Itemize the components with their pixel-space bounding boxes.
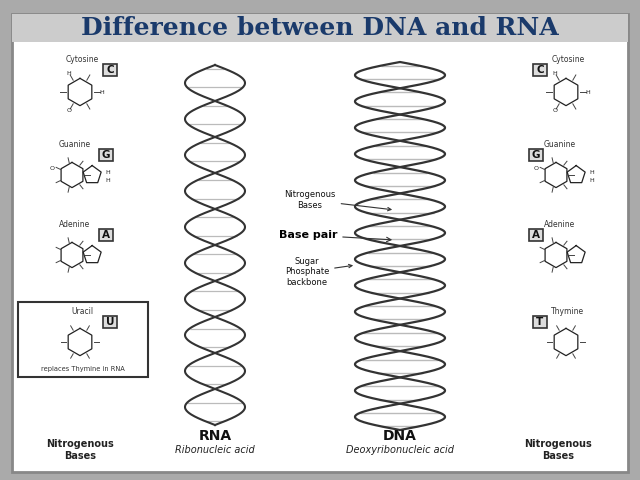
Bar bbox=[12, 14, 628, 42]
Bar bbox=[103, 316, 117, 328]
Text: Base pair: Base pair bbox=[279, 230, 391, 242]
Bar bbox=[533, 64, 547, 76]
Text: Sugar
Phosphate
backbone: Sugar Phosphate backbone bbox=[285, 257, 352, 287]
Bar bbox=[18, 302, 148, 377]
Bar bbox=[99, 149, 113, 161]
Text: replaces Thymine in RNA: replaces Thymine in RNA bbox=[41, 366, 125, 372]
Text: Cytosine: Cytosine bbox=[552, 55, 584, 64]
Text: H: H bbox=[585, 89, 590, 95]
Text: Nitrogenous
Bases: Nitrogenous Bases bbox=[46, 439, 114, 461]
Bar bbox=[533, 316, 547, 328]
Text: H: H bbox=[553, 71, 557, 76]
Text: O: O bbox=[67, 108, 72, 113]
Text: O: O bbox=[534, 166, 539, 170]
Bar bbox=[103, 64, 117, 76]
Text: O: O bbox=[553, 108, 557, 113]
Text: G: G bbox=[102, 150, 110, 160]
Text: H: H bbox=[105, 169, 110, 175]
Text: Difference between DNA and RNA: Difference between DNA and RNA bbox=[81, 16, 559, 40]
Text: H: H bbox=[105, 178, 110, 182]
Bar bbox=[529, 149, 543, 161]
Text: H: H bbox=[589, 169, 594, 175]
Text: Ribonucleic acid: Ribonucleic acid bbox=[175, 445, 255, 455]
Text: DNA: DNA bbox=[383, 429, 417, 443]
Text: C: C bbox=[106, 65, 114, 75]
Text: Adenine: Adenine bbox=[545, 220, 575, 229]
Text: U: U bbox=[106, 317, 115, 327]
Text: Guanine: Guanine bbox=[544, 140, 576, 149]
Text: Cytosine: Cytosine bbox=[65, 55, 99, 64]
Text: G: G bbox=[532, 150, 540, 160]
Text: C: C bbox=[536, 65, 544, 75]
Text: H: H bbox=[589, 178, 594, 182]
Text: Thymine: Thymine bbox=[552, 307, 584, 316]
Text: Nitrogenous
Bases: Nitrogenous Bases bbox=[524, 439, 592, 461]
Text: A: A bbox=[102, 230, 110, 240]
Text: Nitrogenous
Bases: Nitrogenous Bases bbox=[284, 190, 391, 211]
Text: RNA: RNA bbox=[198, 429, 232, 443]
Text: Deoxyribonucleic acid: Deoxyribonucleic acid bbox=[346, 445, 454, 455]
Text: Adenine: Adenine bbox=[60, 220, 91, 229]
Text: Guanine: Guanine bbox=[59, 140, 91, 149]
Text: H: H bbox=[99, 89, 104, 95]
Bar bbox=[99, 229, 113, 241]
Text: Uracil: Uracil bbox=[71, 307, 93, 316]
Bar bbox=[529, 229, 543, 241]
Text: A: A bbox=[532, 230, 540, 240]
Text: T: T bbox=[536, 317, 543, 327]
Text: O: O bbox=[50, 166, 55, 170]
Text: H: H bbox=[67, 71, 72, 76]
